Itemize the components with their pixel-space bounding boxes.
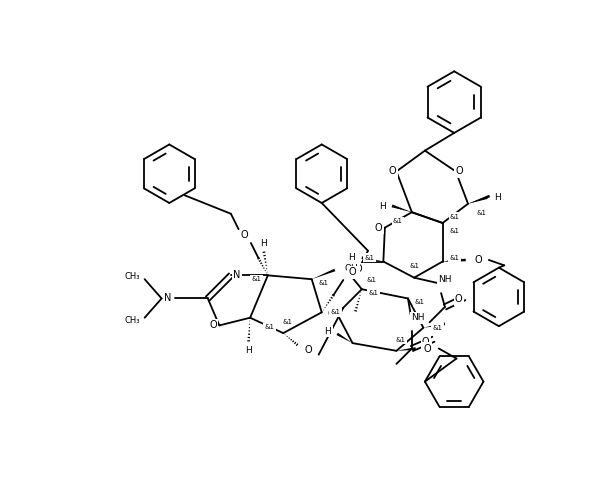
Text: &1: &1 — [264, 324, 274, 330]
Polygon shape — [468, 195, 490, 204]
Text: &1: &1 — [414, 299, 425, 305]
Text: O: O — [423, 344, 431, 354]
Text: O: O — [209, 320, 217, 330]
Polygon shape — [396, 347, 416, 351]
Text: &1: &1 — [450, 214, 460, 220]
Polygon shape — [336, 333, 353, 343]
Text: H: H — [494, 193, 500, 202]
Polygon shape — [443, 258, 462, 261]
Text: &1: &1 — [368, 290, 378, 296]
Text: &1: &1 — [396, 337, 405, 343]
Text: &1: &1 — [449, 228, 459, 234]
Text: O: O — [375, 223, 382, 233]
Text: O: O — [304, 345, 312, 355]
Polygon shape — [423, 323, 445, 328]
Text: &1: &1 — [477, 210, 487, 216]
Text: &1: &1 — [449, 254, 459, 260]
Text: &1: &1 — [330, 309, 341, 315]
Text: &1: &1 — [364, 254, 374, 260]
Text: H: H — [260, 239, 267, 248]
Text: &1: &1 — [318, 280, 328, 286]
Text: O: O — [349, 267, 356, 277]
Text: CH₃: CH₃ — [125, 316, 140, 325]
Text: &1: &1 — [432, 325, 442, 331]
Text: H: H — [324, 327, 331, 336]
Text: NH: NH — [411, 313, 425, 322]
Text: N: N — [233, 270, 241, 280]
Text: &1: &1 — [251, 276, 261, 282]
Polygon shape — [362, 256, 384, 261]
Text: H: H — [245, 346, 252, 355]
Text: O: O — [456, 166, 463, 176]
Text: &1: &1 — [282, 319, 292, 325]
Text: O: O — [474, 255, 482, 265]
Polygon shape — [443, 258, 466, 261]
Polygon shape — [468, 196, 488, 204]
Text: O: O — [389, 166, 396, 176]
Text: N: N — [164, 293, 171, 303]
Text: &1: &1 — [393, 219, 403, 225]
Text: NH: NH — [438, 275, 452, 284]
Text: OH: OH — [345, 264, 359, 273]
Text: O: O — [354, 264, 362, 274]
Text: CH₃: CH₃ — [125, 272, 140, 281]
Text: O: O — [422, 337, 429, 347]
Text: O: O — [327, 309, 335, 319]
Text: O: O — [455, 294, 463, 304]
Text: H: H — [347, 253, 355, 262]
Text: O: O — [241, 230, 248, 241]
Polygon shape — [312, 269, 335, 279]
Text: &1: &1 — [409, 263, 419, 269]
Text: H: H — [379, 202, 386, 211]
Polygon shape — [392, 205, 412, 212]
Text: &1: &1 — [366, 277, 376, 283]
